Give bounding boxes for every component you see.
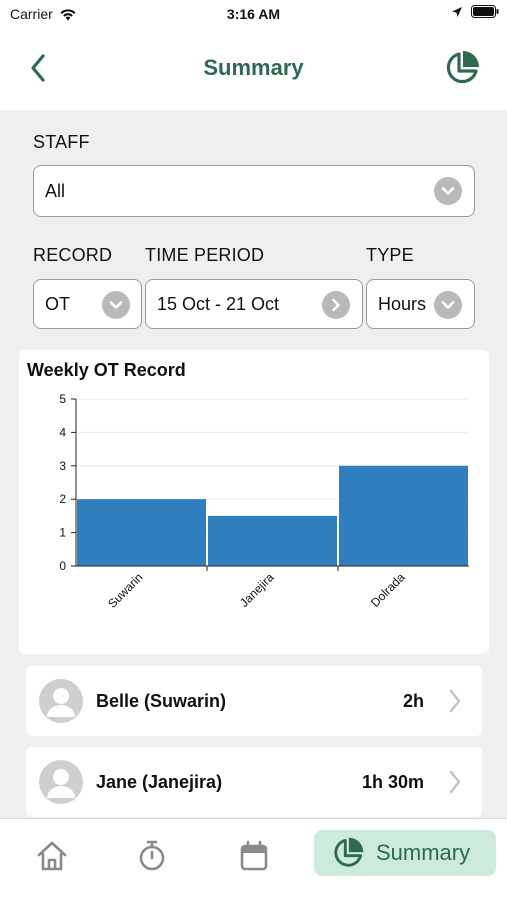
chart-bar	[77, 499, 206, 566]
pie-chart-icon	[334, 837, 364, 867]
tab-summary[interactable]: Summary	[314, 830, 496, 876]
page-title: Summary	[203, 55, 304, 80]
y-tick-label: 0	[59, 559, 66, 573]
chart-view-button[interactable]	[442, 48, 482, 88]
y-tick-label: 3	[59, 459, 66, 473]
y-tick-label: 5	[59, 392, 66, 406]
tab-calendar[interactable]	[232, 833, 276, 879]
stopwatch-icon	[139, 840, 165, 871]
record-select-value: OT	[45, 293, 70, 314]
time-period-label: TIME PERIOD	[145, 245, 265, 265]
chart-title: Weekly OT Record	[27, 360, 186, 380]
list-item-value: 2h	[402, 690, 424, 711]
chevron-right-icon	[449, 770, 461, 794]
staff-select-value: All	[45, 180, 66, 201]
pie-chart-icon	[446, 51, 479, 84]
home-icon	[37, 841, 67, 871]
chart-bar	[208, 515, 337, 566]
y-tick-label: 2	[59, 492, 66, 506]
bar-chart: 0 1 2 3 4 5 Suwarin Janejira Dolrada	[59, 392, 469, 611]
avatar	[39, 760, 83, 804]
type-select[interactable]: Hours	[366, 279, 475, 329]
carrier-group: Carrier	[10, 6, 77, 22]
record-label: RECORD	[33, 245, 113, 265]
chevron-left-icon	[31, 54, 45, 82]
chevron-down-icon	[434, 291, 462, 319]
record-select[interactable]: OT	[33, 279, 142, 329]
home-indicator-area	[0, 888, 507, 900]
tab-bar: Summary	[0, 818, 507, 900]
calendar-icon	[240, 840, 268, 871]
staff-label: STAFF	[33, 132, 90, 152]
user-icon	[47, 769, 75, 798]
tab-summary-label: Summary	[376, 840, 471, 865]
type-select-value: Hours	[378, 293, 427, 314]
list-item-name: Belle (Suwarin)	[96, 690, 227, 711]
battery-icon	[471, 5, 499, 18]
location-arrow-icon	[452, 6, 462, 17]
status-right-group	[451, 5, 499, 18]
list-item[interactable]: Jane (Janejira) 1h 30m	[26, 747, 482, 817]
back-button[interactable]	[20, 50, 56, 86]
chevron-right-icon	[449, 689, 461, 713]
time-period-select-value: 15 Oct - 21 Oct	[157, 293, 280, 314]
wifi-icon	[60, 8, 76, 20]
status-time: 3:16 AM	[226, 6, 281, 22]
x-tick-label: Janejira	[237, 570, 277, 610]
tab-timer[interactable]	[130, 833, 174, 879]
summary-content: STAFF All RECORD TIME PERIOD TYPE OT 15 …	[0, 110, 507, 818]
type-label: TYPE	[366, 245, 414, 265]
list-item[interactable]: Belle (Suwarin) 2h	[26, 666, 482, 736]
user-icon	[47, 688, 75, 717]
carrier-label: Carrier	[10, 6, 53, 22]
nav-bar: Summary	[0, 30, 507, 110]
list-item-value: 1h 30m	[361, 771, 424, 792]
y-tick-label: 1	[59, 526, 66, 540]
staff-select[interactable]: All	[33, 165, 475, 217]
status-bar: Carrier 3:16 AM	[0, 0, 507, 30]
chevron-down-icon	[434, 177, 462, 205]
tab-home[interactable]	[30, 833, 74, 879]
x-tick-label: Suwarin	[105, 570, 146, 611]
list-item-name: Jane (Janejira)	[96, 771, 223, 792]
chevron-down-icon	[102, 291, 130, 319]
chart-bar	[339, 465, 468, 566]
chevron-right-icon	[322, 291, 350, 319]
avatar	[39, 679, 83, 723]
y-tick-label: 4	[59, 425, 66, 439]
chart-card: Weekly OT Record 0 1 2 3 4 5 Suwarin Janejira Do…	[19, 350, 489, 654]
x-tick-label: Dolrada	[368, 570, 408, 610]
time-period-select[interactable]: 15 Oct - 21 Oct	[145, 279, 363, 329]
